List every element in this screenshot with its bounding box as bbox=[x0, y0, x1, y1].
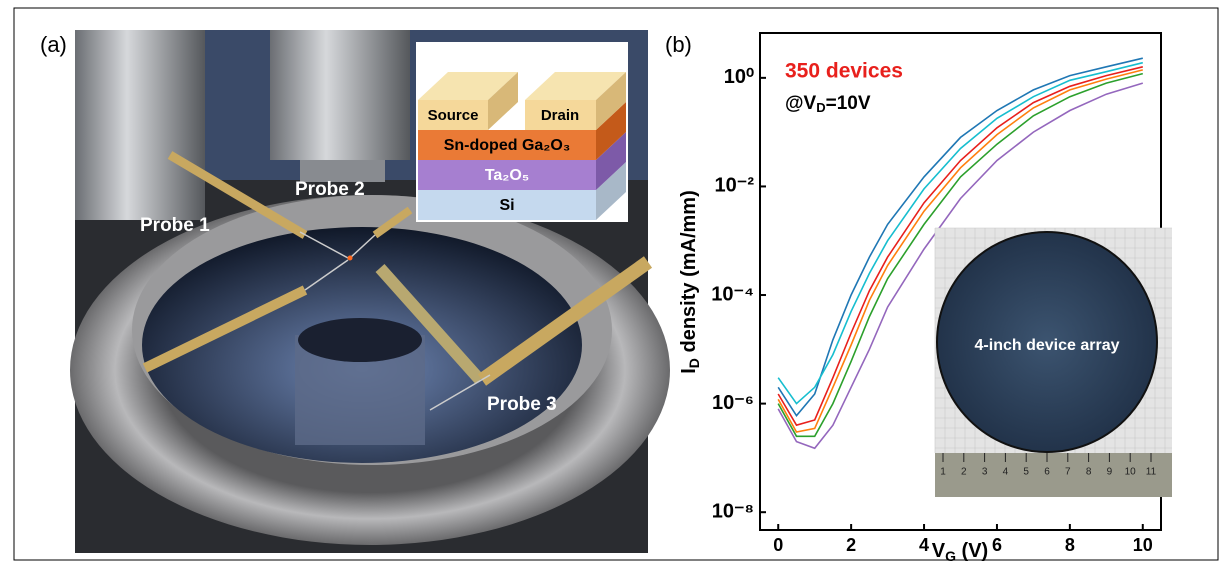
x-tick-label: 4 bbox=[919, 535, 929, 555]
panel-label: (a) bbox=[40, 32, 67, 57]
ruler-label: 6 bbox=[1044, 467, 1050, 478]
x-axis-title: VG (V) bbox=[932, 540, 988, 563]
annotation: 350 devices bbox=[785, 60, 903, 83]
probe-label: Probe 2 bbox=[295, 179, 365, 200]
y-tick-label: 10⁻⁶ bbox=[712, 392, 754, 414]
y-tick-label: 10⁻² bbox=[715, 175, 755, 197]
inset-label: 4-inch device array bbox=[975, 337, 1120, 354]
x-tick-label: 0 bbox=[773, 535, 783, 555]
ruler-label: 4 bbox=[1003, 467, 1009, 478]
x-tick-label: 8 bbox=[1065, 535, 1075, 555]
x-tick-label: 2 bbox=[846, 535, 856, 555]
layer-label: Drain bbox=[541, 107, 579, 124]
ruler-label: 2 bbox=[961, 467, 967, 478]
y-axis-title: ID density (mA/mm) bbox=[678, 190, 701, 374]
ruler-label: 7 bbox=[1065, 467, 1071, 478]
ruler-label: 10 bbox=[1125, 467, 1137, 478]
probe-label: Probe 3 bbox=[487, 394, 557, 415]
probe-label: Probe 1 bbox=[140, 215, 210, 236]
ruler-label: 5 bbox=[1023, 467, 1029, 478]
y-tick-label: 10⁰ bbox=[724, 66, 754, 88]
ruler-label: 3 bbox=[982, 467, 988, 478]
figure: (a) Probe 1 Probe 2 Probe 3 Source Drain… bbox=[0, 0, 1232, 572]
y-tick-label: 10⁻⁴ bbox=[711, 283, 754, 305]
layer-label: Ta₂O₅ bbox=[485, 167, 529, 184]
layer-label: Sn-doped Ga₂O₃ bbox=[444, 137, 571, 154]
x-tick-label: 6 bbox=[992, 535, 1002, 555]
condition: @VD=10V bbox=[785, 93, 871, 115]
ruler-label: 1 bbox=[940, 467, 946, 478]
panel-label: (b) bbox=[665, 32, 692, 57]
ruler-label: 9 bbox=[1107, 467, 1113, 478]
ruler-label: 11 bbox=[1146, 467, 1157, 478]
layer-label: Si bbox=[499, 197, 514, 214]
x-tick-label: 10 bbox=[1133, 535, 1153, 555]
ruler-label: 8 bbox=[1086, 467, 1092, 478]
inset-photo: 1 2 3 4 5 6 7 8 9 10 11 bbox=[935, 228, 1172, 497]
layer-stack bbox=[416, 42, 628, 222]
layer-label: Source bbox=[428, 107, 479, 124]
y-tick-label: 10⁻⁸ bbox=[712, 500, 754, 522]
